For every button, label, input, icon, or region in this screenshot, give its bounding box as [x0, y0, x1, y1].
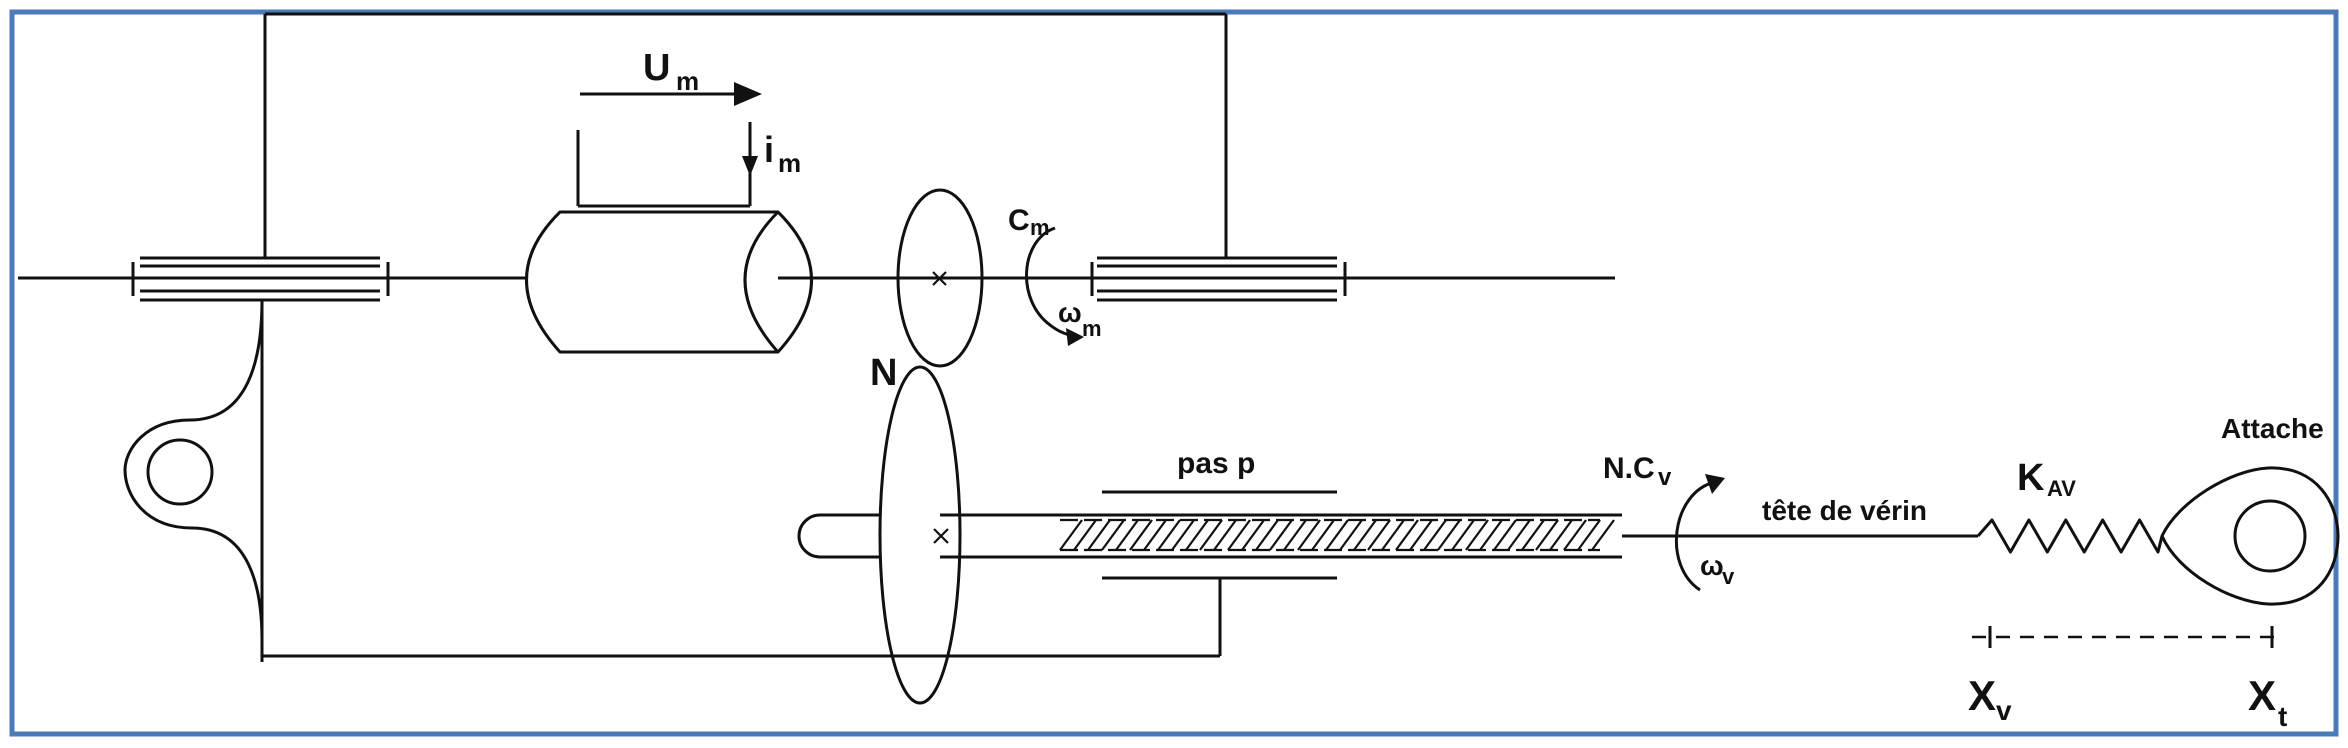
hatch-line: [1395, 519, 1419, 551]
position-scale: X v X t: [1968, 626, 2287, 732]
hatch-line: [1101, 519, 1125, 551]
hatch-line: [1241, 519, 1265, 551]
screw-speed-label: ω: [1700, 550, 1724, 581]
hatch-line: [1171, 519, 1195, 551]
hatch-line: [1535, 519, 1559, 551]
hatch-line: [1311, 519, 1335, 551]
hatch-line: [1283, 519, 1307, 551]
pinion-gear: [896, 188, 984, 368]
ratio-label: N: [870, 352, 897, 394]
hatch-line: [1143, 519, 1167, 551]
hatch-line: [1339, 519, 1363, 551]
hatch-line: [1367, 519, 1391, 551]
large-gear: [797, 365, 962, 705]
screw-torque-subscript: v: [1658, 464, 1672, 491]
left-bearing: [131, 256, 390, 302]
screw-speed-subscript: v: [1722, 564, 1735, 589]
current-subscript: m: [778, 148, 801, 178]
hatch-line: [1227, 519, 1251, 551]
hatch-line: [1213, 519, 1237, 551]
voltage-subscript: m: [676, 66, 699, 96]
right-bearing: [1090, 256, 1347, 302]
hatch-line: [1087, 519, 1111, 551]
torque-subscript: m: [1030, 215, 1050, 240]
hatch-line: [1129, 519, 1153, 551]
hatch-line: [1325, 519, 1349, 551]
hatch-line: [1563, 519, 1587, 551]
hatch-line: [1591, 519, 1615, 551]
hatch-line: [1577, 519, 1601, 551]
hatch-line: [1157, 519, 1181, 551]
hatch-line: [1115, 519, 1139, 551]
hatch-line: [1073, 519, 1097, 551]
hatch-line: [1353, 519, 1377, 551]
rod-position-subscript: v: [1996, 695, 2012, 726]
housing-frame-left: [123, 299, 1222, 662]
voltage-arrow: U m: [580, 47, 762, 106]
hatch-line: [1185, 519, 1209, 551]
stiffness-label: K: [2017, 457, 2045, 499]
hatch-line: [1269, 519, 1293, 551]
voltage-label: U: [643, 47, 670, 89]
torque-label: C: [1008, 204, 1030, 237]
hatch-line: [1507, 519, 1531, 551]
hatch-line: [1423, 519, 1447, 551]
hatch-line: [1493, 519, 1517, 551]
stiffness-subscript: AV: [2047, 476, 2076, 501]
hatch-line: [1479, 519, 1503, 551]
diagram-frame: [9, 9, 2339, 737]
current-label: i: [764, 129, 774, 170]
screw-nut: [1059, 490, 1615, 580]
rod-head-label: tête de vérin: [1762, 495, 1927, 526]
hatch-line: [1381, 519, 1405, 551]
screw-torque-arrow: N.C v ω v: [1603, 452, 1735, 592]
attachment-eye: Attache: [2160, 413, 2340, 606]
motor-speed-label: ω: [1058, 297, 1082, 328]
screw-torque-label: N.C: [1603, 452, 1655, 485]
attach-position-label: X: [2248, 672, 2276, 719]
hatch-line: [1297, 519, 1321, 551]
screw-shaft: [940, 513, 1622, 559]
hatch-line: [1409, 519, 1433, 551]
rod-position-label: X: [1968, 672, 1996, 719]
attachment-label: Attache: [2221, 413, 2324, 444]
hatch-line: [1521, 519, 1545, 551]
hatch-line: [1059, 519, 1083, 551]
current-arrow: i m: [742, 124, 801, 178]
housing-frame-top: [263, 12, 1228, 258]
hatch-line: [1451, 519, 1475, 551]
motor-torque-arrow: C m ω m: [1008, 204, 1102, 346]
pitch-label: pas p: [1177, 447, 1255, 480]
hatch-line: [1199, 519, 1223, 551]
hatch-line: [1255, 519, 1279, 551]
spring: K AV: [1976, 457, 2164, 554]
hatch-line: [1465, 519, 1489, 551]
motor-speed-subscript: m: [1082, 316, 1102, 341]
attach-position-subscript: t: [2278, 701, 2287, 732]
hatch-line: [1437, 519, 1461, 551]
hatch-line: [1549, 519, 1573, 551]
